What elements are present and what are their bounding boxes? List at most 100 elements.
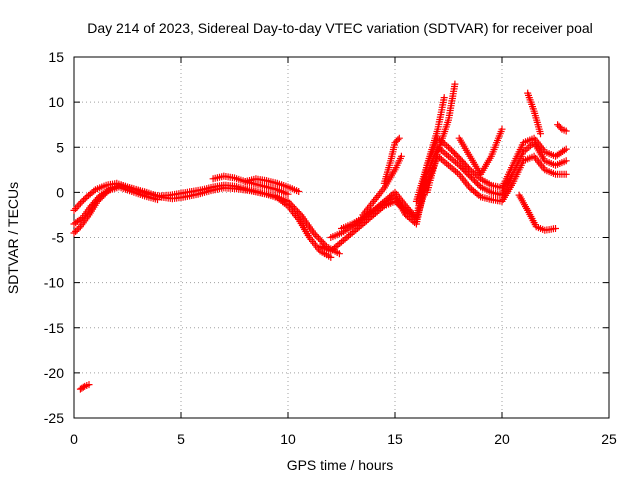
data-point bbox=[284, 197, 292, 205]
data-point bbox=[460, 159, 468, 167]
data-point bbox=[464, 171, 472, 179]
series-track-9 bbox=[359, 152, 405, 219]
data-point bbox=[461, 161, 469, 169]
data-point bbox=[458, 157, 466, 165]
data-point bbox=[154, 196, 161, 204]
data-point bbox=[81, 195, 89, 202]
x-tick-labels: 0 5 10 15 20 25 bbox=[70, 431, 617, 447]
data-point bbox=[452, 151, 460, 159]
data-point bbox=[101, 190, 109, 198]
data-point bbox=[70, 206, 78, 214]
data-point bbox=[467, 174, 475, 182]
data-point bbox=[445, 143, 452, 151]
data-point bbox=[458, 164, 466, 172]
data-point bbox=[475, 181, 483, 189]
data-point bbox=[311, 231, 319, 239]
data-point bbox=[552, 225, 559, 232]
x-tick-label: 10 bbox=[280, 431, 296, 447]
data-point bbox=[457, 156, 465, 164]
data-point bbox=[310, 229, 318, 237]
data-point bbox=[286, 199, 294, 207]
data-point bbox=[446, 145, 454, 153]
data-point bbox=[474, 180, 481, 188]
data-point bbox=[394, 136, 402, 144]
x-tick-label: 15 bbox=[387, 431, 403, 447]
data-point bbox=[557, 124, 564, 132]
data-point bbox=[78, 198, 86, 206]
y-tick-label: -5 bbox=[52, 230, 65, 246]
series-track-17 bbox=[76, 381, 93, 393]
data-point bbox=[450, 166, 458, 174]
data-point bbox=[562, 157, 570, 165]
data-point bbox=[471, 188, 479, 196]
y-tick-label: -20 bbox=[44, 365, 64, 381]
data-point bbox=[73, 203, 81, 211]
data-point bbox=[405, 205, 413, 213]
data-point bbox=[295, 188, 303, 195]
data-point bbox=[464, 164, 472, 172]
data-point bbox=[294, 208, 302, 216]
series-track-16 bbox=[554, 121, 570, 135]
data-point bbox=[90, 187, 98, 195]
data-point bbox=[100, 191, 108, 199]
data-point bbox=[562, 127, 570, 135]
data-point bbox=[409, 210, 417, 218]
data-point bbox=[498, 125, 506, 133]
data-point bbox=[335, 250, 343, 258]
data-point bbox=[315, 234, 322, 242]
data-point bbox=[449, 148, 457, 156]
data-point bbox=[395, 134, 403, 142]
y-tick-label: 0 bbox=[56, 184, 64, 200]
data-point bbox=[562, 170, 570, 178]
data-point bbox=[373, 203, 381, 211]
data-point bbox=[313, 232, 321, 240]
data-point bbox=[457, 163, 465, 171]
series-track-11 bbox=[412, 94, 448, 205]
data-point bbox=[343, 234, 351, 241]
y-axis-label: SDTVAR / TECUs bbox=[5, 182, 21, 294]
y-tick-label: 5 bbox=[56, 139, 64, 155]
axis-ticks bbox=[73, 56, 610, 419]
grid bbox=[74, 57, 609, 418]
series-track-15 bbox=[524, 89, 544, 138]
data-point bbox=[284, 190, 292, 198]
series-track-3 bbox=[70, 183, 161, 237]
data-point bbox=[455, 161, 463, 169]
data-point bbox=[94, 197, 101, 205]
data-point bbox=[327, 253, 335, 261]
data-point bbox=[73, 226, 81, 234]
data-point bbox=[463, 163, 471, 170]
data-point bbox=[451, 149, 459, 157]
data-point bbox=[103, 188, 111, 196]
data-point bbox=[397, 152, 405, 160]
data-point bbox=[450, 157, 458, 165]
y-tick-label: -10 bbox=[44, 275, 64, 291]
series-track-14 bbox=[515, 191, 559, 234]
series-track-10 bbox=[380, 134, 403, 187]
data-point bbox=[403, 204, 411, 212]
data-point bbox=[318, 237, 326, 245]
data-point bbox=[316, 236, 324, 244]
chart-title: Day 214 of 2023, Sidereal Day-to-day VTE… bbox=[87, 20, 593, 36]
series-track-5 bbox=[241, 175, 303, 195]
data-point bbox=[95, 196, 103, 204]
data-point bbox=[97, 194, 105, 202]
data-point bbox=[463, 169, 471, 177]
y-tick-label: -25 bbox=[44, 410, 64, 426]
y-tick-labels: -25 -20 -15 -10 -5 0 5 10 15 bbox=[44, 49, 64, 426]
data-point bbox=[472, 178, 480, 186]
data-point bbox=[384, 194, 392, 202]
data-point bbox=[289, 203, 297, 210]
data-point bbox=[72, 227, 80, 235]
data-point bbox=[448, 146, 456, 154]
data-point bbox=[70, 229, 78, 237]
data-point bbox=[525, 143, 533, 151]
data-point bbox=[76, 199, 84, 207]
series-track-12 bbox=[423, 80, 459, 196]
x-tick-label: 0 bbox=[70, 431, 78, 447]
data-point bbox=[80, 196, 88, 204]
data-point bbox=[469, 175, 477, 183]
data-point bbox=[75, 224, 83, 232]
y-tick-label: 15 bbox=[48, 49, 64, 65]
